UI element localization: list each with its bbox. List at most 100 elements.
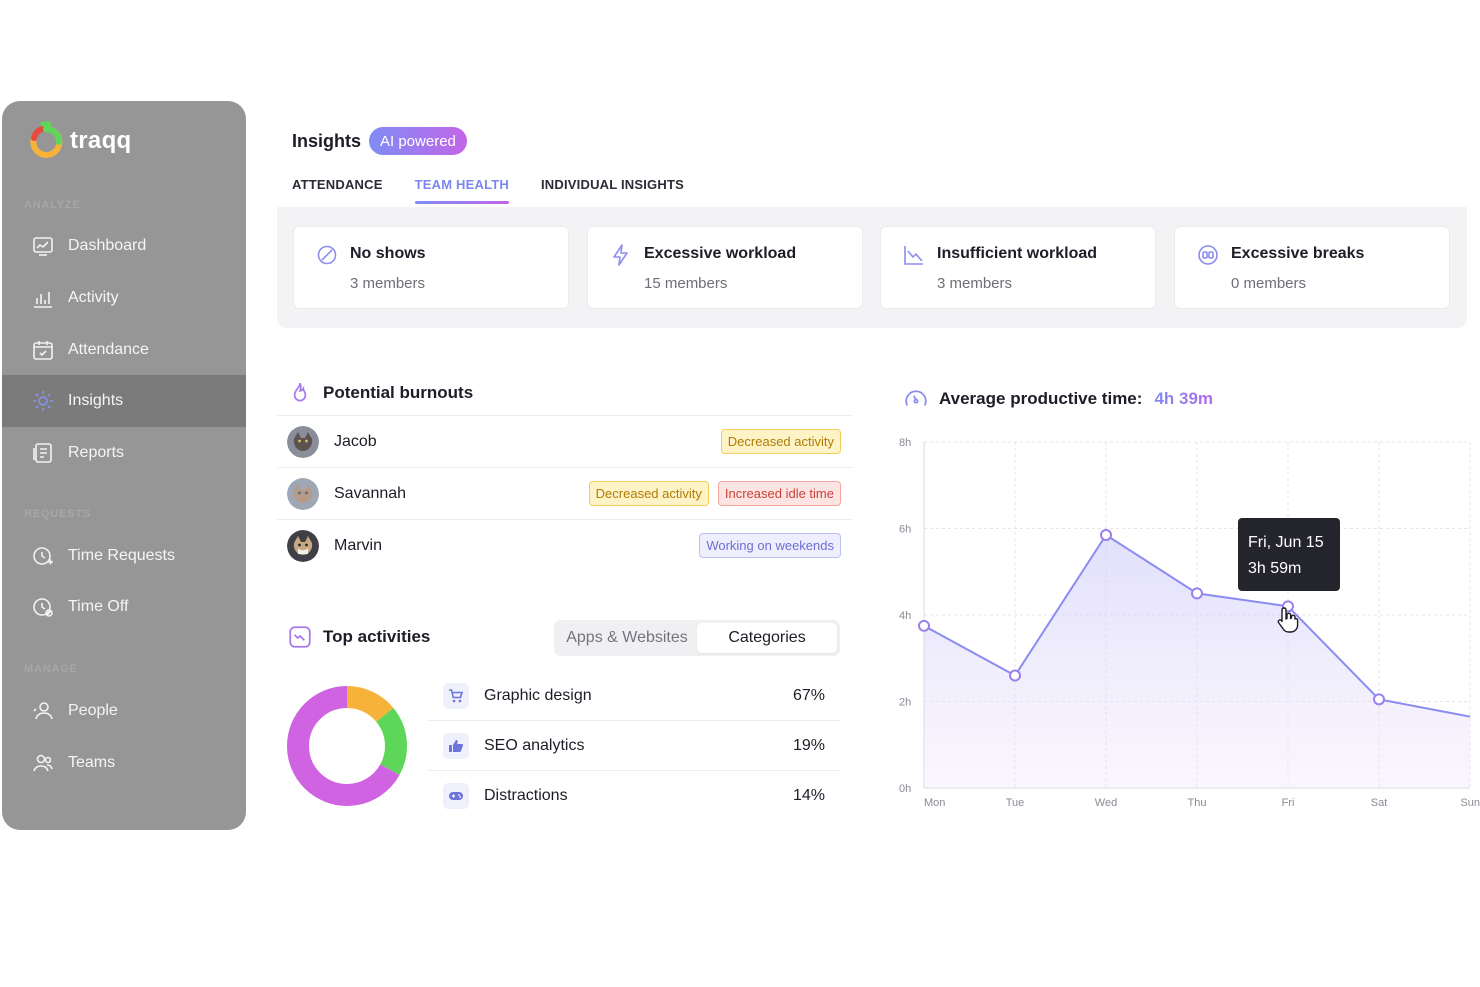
x-tick-label: Wed — [1095, 797, 1117, 809]
list-item[interactable]: SEO analytics 19% — [428, 722, 840, 771]
tooltip-value: 3h 59m — [1248, 560, 1302, 577]
table-row[interactable]: Savannah Decreased activity Increased id… — [277, 467, 852, 519]
sidebar-item-insights[interactable]: Insights — [2, 375, 246, 427]
no-entry-icon — [317, 245, 337, 265]
card-count: 3 members — [937, 275, 1013, 292]
tab-individual-insights[interactable]: INDIVIDUAL INSIGHTS — [541, 177, 684, 192]
card-no-shows[interactable]: No shows 3 members — [293, 226, 569, 309]
report-icon — [33, 443, 52, 463]
data-point-tue[interactable] — [1009, 669, 1021, 682]
sidebar-item-activity[interactable]: Activity — [2, 272, 246, 324]
x-tick-label: Fri — [1282, 797, 1295, 809]
cart-icon — [443, 683, 469, 709]
status-badge: Decreased activity — [720, 429, 841, 454]
x-tick-label: Sat — [1371, 797, 1388, 809]
gauge-icon — [905, 390, 927, 406]
y-tick-label: 6h — [899, 524, 911, 536]
person-name: Jacob — [334, 432, 377, 450]
avatar — [287, 477, 319, 510]
sidebar-item-reports[interactable]: Reports — [2, 427, 246, 479]
card-title: Excessive workload — [644, 245, 797, 262]
card-excessive-breaks[interactable]: Excessive breaks 0 members — [1174, 226, 1450, 309]
table-row[interactable]: Jacob Decreased activity — [277, 415, 852, 467]
sidebar-item-label: Time Off — [68, 598, 129, 615]
avatar — [287, 425, 319, 458]
y-tick-label: 8h — [899, 437, 911, 449]
sidebar-item-people[interactable]: People — [2, 685, 246, 737]
card-title: Excessive breaks — [1231, 245, 1365, 262]
data-point-thu[interactable] — [1191, 587, 1203, 600]
card-excessive-workload[interactable]: Excessive workload 15 members — [587, 226, 863, 309]
sidebar-item-time-requests[interactable]: Time Requests — [2, 530, 246, 582]
tab-team-health[interactable]: TEAM HEALTH — [414, 177, 510, 204]
productive-time-value: 4h 39m — [1154, 389, 1214, 408]
burnouts-header: Potential burnouts — [287, 380, 473, 406]
section-label-analyze: ANALYZE — [24, 199, 81, 211]
person-icon — [33, 702, 53, 720]
sidebar-item-dashboard[interactable]: Dashboard — [2, 220, 246, 272]
app-logo[interactable]: traqq — [28, 121, 132, 161]
series-area — [924, 534, 1470, 788]
activities-title: Top activities — [323, 627, 431, 646]
activity-label: SEO analytics — [484, 737, 585, 754]
sidebar-item-label: Attendance — [68, 341, 149, 358]
team-icon — [33, 754, 53, 772]
status-badge: Increased idle time — [717, 481, 841, 506]
page-title: Insights — [292, 131, 362, 151]
data-point-mon[interactable] — [918, 619, 930, 632]
gear-sparkle-icon — [33, 391, 53, 411]
card-count: 0 members — [1231, 275, 1307, 292]
sidebar-item-label: Reports — [68, 444, 125, 461]
clock-plus-icon — [33, 547, 53, 565]
tooltip-date: Fri, Jun 15 — [1248, 534, 1324, 551]
pause-circle-icon — [1198, 245, 1218, 265]
card-count: 3 members — [350, 275, 426, 292]
card-count: 15 members — [644, 275, 728, 292]
bar-chart-icon — [34, 292, 52, 308]
x-tick-label: Thu — [1188, 797, 1207, 809]
trend-down-icon — [904, 246, 923, 265]
sidebar-item-teams[interactable]: Teams — [2, 737, 246, 789]
donut-slice-graphic-design — [287, 686, 407, 806]
card-insufficient-workload[interactable]: Insufficient workload 3 members — [880, 226, 1156, 309]
activity-label: Distractions — [484, 786, 568, 804]
activity-percent: 14% — [792, 786, 825, 804]
app-name: traqq — [70, 127, 132, 154]
sidebar-item-attendance[interactable]: Attendance — [2, 324, 246, 376]
traqq-logo-icon — [30, 121, 63, 158]
burnouts-title: Potential burnouts — [323, 383, 474, 402]
card-title: Insufficient workload — [937, 245, 1098, 262]
y-tick-label: 2h — [899, 697, 911, 709]
sidebar-item-time-off[interactable]: Time Off — [2, 581, 246, 633]
list-item[interactable]: Distractions 14% — [428, 771, 840, 820]
summary-cards: No shows 3 members Excessive workload 15… — [277, 207, 1467, 328]
table-row[interactable]: Marvin Working on weekends — [277, 519, 852, 571]
data-point-wed[interactable] — [1100, 528, 1112, 541]
gamepad-icon — [443, 782, 469, 809]
x-tick-label: Tue — [1006, 797, 1025, 809]
tab-bar: ATTENDANCE TEAM HEALTH INDIVIDUAL INSIGH… — [292, 177, 684, 204]
avatar — [287, 529, 319, 562]
hand-cursor-icon — [1277, 607, 1299, 633]
tab-attendance[interactable]: ATTENDANCE — [292, 177, 383, 192]
data-point-sat[interactable] — [1373, 693, 1385, 706]
person-name: Marvin — [334, 536, 383, 554]
toggle-categories[interactable]: Categories — [697, 623, 837, 653]
productive-time-label: Average productive time: — [939, 389, 1143, 408]
sidebar-item-label: Insights — [68, 392, 124, 409]
ai-powered-badge: AI powered — [369, 127, 467, 155]
activity-label: Graphic design — [484, 687, 592, 704]
productive-time-chart: 0h 2h 4h 6h 8h Mon Tue Wed Thu Fri Sat Sun — [899, 437, 1480, 809]
calendar-check-icon — [33, 341, 53, 360]
activity-percent: 19% — [792, 737, 825, 754]
activity-chart-icon — [289, 626, 311, 648]
person-name: Savannah — [334, 484, 407, 502]
toggle-apps-websites[interactable]: Apps & Websites — [566, 629, 688, 646]
tag-list: Decreased activity — [720, 429, 841, 454]
x-tick-label: Sun — [1460, 797, 1480, 809]
flame-icon — [293, 382, 307, 402]
chart-tooltip: Fri, Jun 15 3h 59m — [1238, 518, 1340, 591]
list-item[interactable]: Graphic design 67% — [428, 672, 840, 721]
activities-donut-chart — [287, 686, 407, 806]
activity-percent: 67% — [792, 687, 825, 704]
